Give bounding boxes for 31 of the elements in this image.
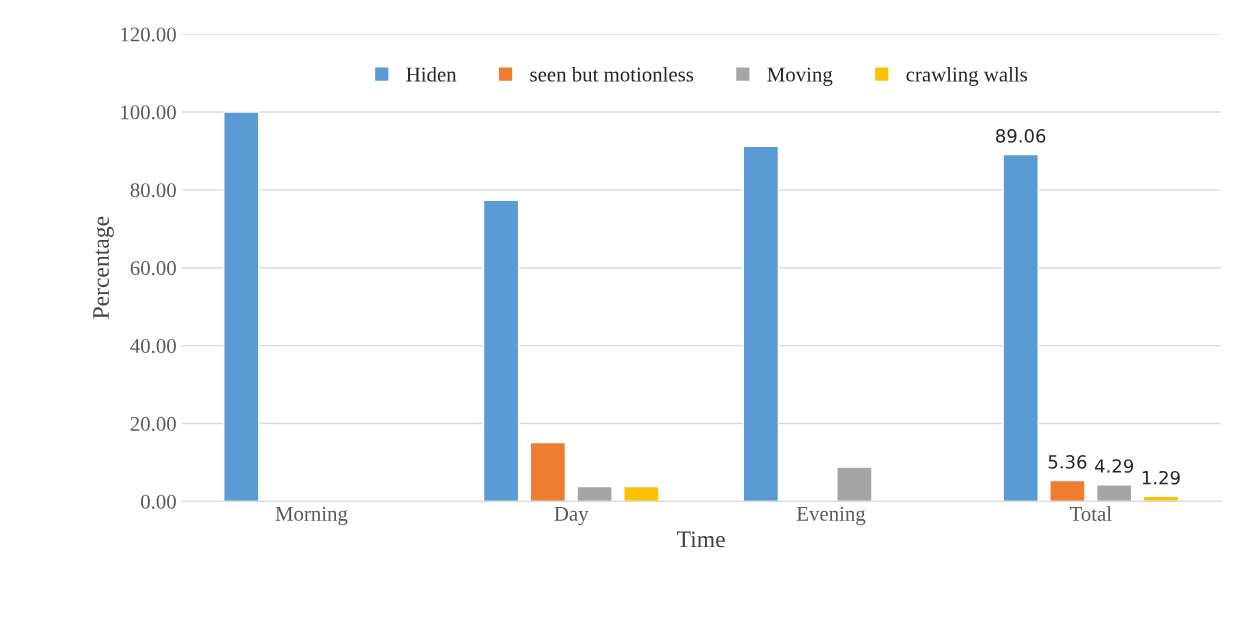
bar <box>742 145 780 502</box>
y-tick-label: 100.00 <box>121 105 176 120</box>
x-tick-label: Evening <box>796 506 866 526</box>
legend-label: seen but motionless <box>530 66 694 82</box>
y-tick-label: 20.00 <box>130 416 176 432</box>
data-label: 5.36 <box>1048 455 1087 469</box>
bar <box>576 485 613 502</box>
bar <box>623 485 660 502</box>
bar <box>529 441 567 502</box>
bar <box>1049 479 1086 502</box>
y-axis-title: Percentage <box>93 216 114 319</box>
x-tick-label: Day <box>554 507 589 526</box>
y-tick-label: 120.00 <box>121 27 176 42</box>
bar <box>223 111 260 502</box>
y-tick-label: 80.00 <box>130 183 176 198</box>
x-tick-label: Morning <box>275 506 348 526</box>
data-label: 4.29 <box>1094 459 1134 473</box>
data-label: 1.29 <box>1142 470 1180 485</box>
y-tick-label: 0.00 <box>141 494 176 509</box>
x-axis-title: Time <box>677 531 725 548</box>
bar <box>836 466 873 502</box>
y-tick-label: 60.00 <box>130 261 176 276</box>
y-tick-label: 40.00 <box>130 338 176 354</box>
legend-label: Hiden <box>406 66 457 82</box>
bar <box>482 199 520 502</box>
legend-label: crawling walls <box>906 66 1028 86</box>
bar <box>1095 483 1133 502</box>
data-label: 89.06 <box>996 129 1046 143</box>
x-tick-label: Total <box>1069 506 1112 521</box>
bar <box>1002 153 1039 502</box>
legend-label: Moving <box>767 67 833 86</box>
